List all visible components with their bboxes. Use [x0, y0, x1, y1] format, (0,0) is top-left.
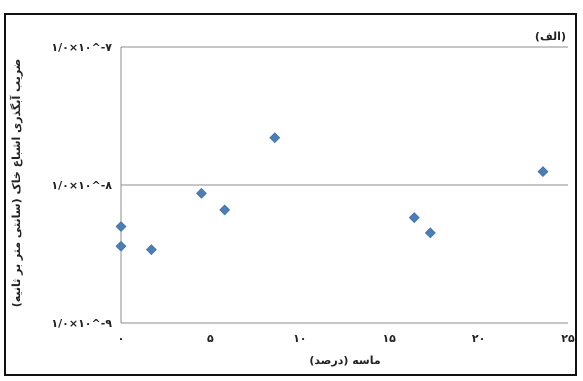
grid-layer: [121, 46, 568, 324]
data-point-6: [408, 212, 420, 224]
x-tick-label-5: ۲۵: [561, 332, 575, 345]
x-tick-label-2: ۱۰: [293, 332, 306, 345]
points-layer: [115, 132, 549, 256]
data-point-7: [424, 227, 436, 239]
data-point-1: [115, 240, 127, 252]
y-tick-label-1: ۱/۰×۱۰^-۸: [51, 179, 112, 192]
x-tick-label-3: ۱۵: [382, 332, 396, 345]
data-point-2: [145, 244, 157, 256]
data-point-8: [537, 166, 549, 178]
data-point-0: [115, 221, 127, 232]
y-axis-title: ضریب آبگذری اشباع خاک (سانتی متر بر ثانی…: [9, 59, 23, 308]
data-point-4: [219, 204, 231, 216]
panel-label: (الف): [535, 30, 566, 43]
y-tick-label-2: ۱/۰×۱۰^-۷: [51, 41, 112, 54]
x-tick-label-1: ۵: [207, 332, 214, 345]
x-axis-title: ماسه (درصد): [309, 354, 380, 367]
x-tick-label-0: ۰: [118, 332, 125, 345]
x-tick-label-4: ۲۰: [472, 332, 485, 345]
label-layer: ۱/۰×۱۰^-۹ ۱/۰×۱۰^-۸ ۱/۰×۱۰^-۷ ۰ ۵ ۱۰ ۱۵ ۲۰ ۲۵: [51, 41, 575, 345]
data-point-3: [196, 187, 207, 199]
data-point-5: [269, 132, 281, 144]
chart-frame: [4, 13, 577, 376]
y-tick-label-0: ۱/۰×۱۰^-۹: [51, 317, 112, 330]
